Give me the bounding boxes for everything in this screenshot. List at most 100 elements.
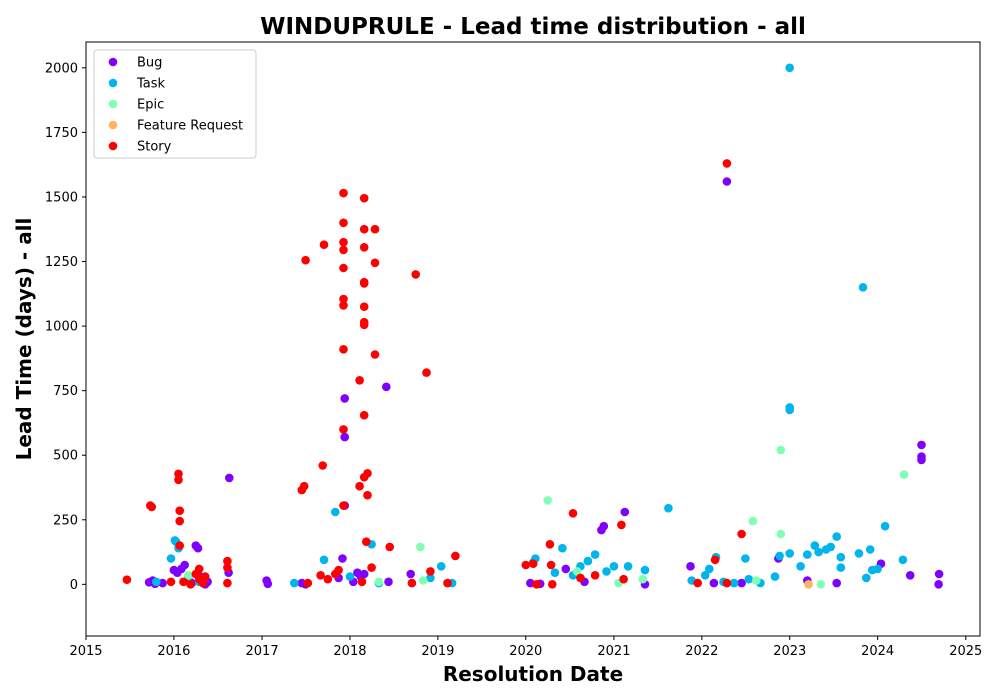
data-point — [370, 224, 380, 234]
x-tick-label: 2016 — [157, 644, 190, 659]
data-point — [122, 575, 132, 584]
x-tick-label: 2019 — [421, 644, 454, 659]
data-point — [355, 376, 364, 385]
data-point — [862, 573, 871, 583]
y-tick-label: 0 — [70, 578, 78, 593]
data-point — [590, 571, 600, 580]
data-point — [179, 577, 188, 587]
data-point — [319, 240, 329, 249]
data-point — [331, 507, 340, 517]
data-point — [339, 425, 348, 434]
data-point — [362, 537, 371, 546]
y-axis-label: Lead Time (days) - all — [12, 218, 36, 461]
data-point — [367, 563, 376, 572]
x-tick-label: 2023 — [773, 644, 806, 659]
data-point — [532, 580, 541, 589]
legend-label: Epic — [137, 98, 164, 113]
data-point — [741, 554, 750, 563]
data-point — [359, 410, 369, 420]
data-point — [175, 516, 184, 526]
data-point — [816, 580, 826, 589]
y-tick-label: 1500 — [45, 190, 78, 205]
legend-label: Task — [136, 77, 166, 92]
data-point — [359, 569, 369, 579]
data-point — [223, 578, 232, 588]
data-point — [225, 473, 234, 483]
data-point — [323, 574, 333, 584]
data-point — [359, 320, 369, 330]
data-point — [339, 501, 348, 510]
data-point — [152, 577, 161, 587]
x-tick-label: 2020 — [509, 644, 542, 659]
data-point — [301, 255, 310, 265]
data-point — [339, 218, 348, 228]
legend-marker — [108, 78, 118, 88]
data-point — [175, 541, 184, 550]
legend-frame — [93, 49, 257, 159]
data-point — [166, 577, 176, 587]
data-point — [406, 569, 416, 579]
data-point — [836, 552, 846, 562]
data-point — [340, 394, 350, 403]
y-tick-label: 1750 — [45, 126, 78, 141]
legend-item: Epic — [108, 98, 164, 113]
legend-marker — [108, 120, 118, 130]
legend-item: Feature Request — [108, 119, 243, 134]
data-point — [775, 551, 784, 561]
chart-title: WINDUPRULE - Lead time distribution - al… — [260, 14, 806, 40]
legend-label: Story — [137, 140, 172, 155]
data-point — [832, 578, 841, 588]
data-point — [543, 496, 552, 505]
data-point — [521, 560, 531, 570]
data-point — [744, 574, 754, 584]
data-point — [854, 549, 864, 558]
data-point — [359, 224, 369, 234]
y-tick-label: 1000 — [45, 320, 78, 335]
data-point — [193, 543, 203, 553]
data-point — [623, 562, 633, 571]
legend-item: Story — [108, 140, 172, 155]
data-point — [917, 455, 926, 465]
data-point — [776, 529, 786, 539]
legend-marker — [108, 99, 118, 109]
data-point — [700, 571, 710, 580]
x-tick-label: 2024 — [861, 644, 894, 659]
data-point — [748, 516, 758, 526]
data-point — [545, 540, 555, 549]
data-point — [826, 542, 835, 552]
data-point — [422, 368, 431, 377]
y-tick-label: 500 — [53, 449, 78, 464]
data-point — [729, 578, 739, 588]
y-axis: 0 250 500 750 1000 1250 1500 1750 2000 — [45, 61, 86, 593]
data-point — [339, 345, 348, 354]
data-point — [785, 63, 794, 73]
data-point — [638, 574, 648, 584]
data-point — [451, 551, 460, 561]
data-point — [814, 547, 823, 557]
x-tick-label: 2018 — [333, 644, 366, 659]
data-point — [934, 580, 943, 589]
data-point — [359, 279, 369, 288]
data-point — [200, 572, 210, 581]
data-point — [686, 562, 695, 571]
data-point — [194, 564, 204, 574]
data-point — [443, 578, 452, 588]
data-point — [558, 543, 567, 553]
data-point — [418, 576, 428, 585]
data-point — [374, 577, 384, 587]
data-point — [572, 567, 582, 576]
plot-frame — [85, 41, 981, 637]
data-point — [832, 532, 841, 541]
x-tick-label: 2025 — [949, 644, 982, 659]
legend-label: Bug — [137, 56, 162, 71]
data-point — [858, 283, 868, 292]
data-point — [359, 302, 369, 312]
data-point — [426, 567, 435, 576]
data-point — [355, 481, 364, 491]
data-point — [528, 559, 538, 568]
data-point — [546, 560, 556, 570]
data-point — [290, 578, 299, 588]
data-point — [550, 568, 560, 577]
data-point — [436, 562, 446, 571]
